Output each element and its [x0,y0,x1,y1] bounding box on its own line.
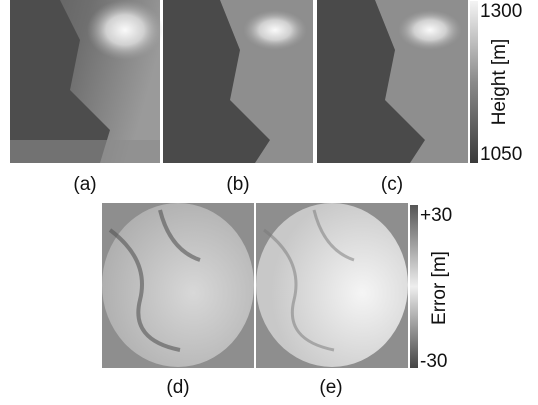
panel-label: (d) [166,377,189,398]
panel-label: (b) [226,174,249,195]
colorbar-max: 1300 [480,1,522,22]
panel-c [317,0,468,163]
panel-label: (e) [319,377,342,398]
colorbar-min: -30 [420,351,447,372]
error-colorbar [410,205,418,368]
height-colorbar [470,1,478,163]
colorbar-min: 1050 [480,144,522,165]
panel-b [163,0,313,163]
figure: 1300 1050 Height [m] (a) (b) (c) +30 -30… [0,0,538,405]
colorbar-max: +30 [420,205,452,226]
panel-label: (a) [73,174,96,195]
colorbar-title: Height [m] [489,39,510,126]
panel-label: (c) [381,174,403,195]
colorbar-title: Error [m] [429,251,450,325]
panel-d [102,203,254,368]
panel-a [10,0,163,163]
panel-e [256,203,408,368]
